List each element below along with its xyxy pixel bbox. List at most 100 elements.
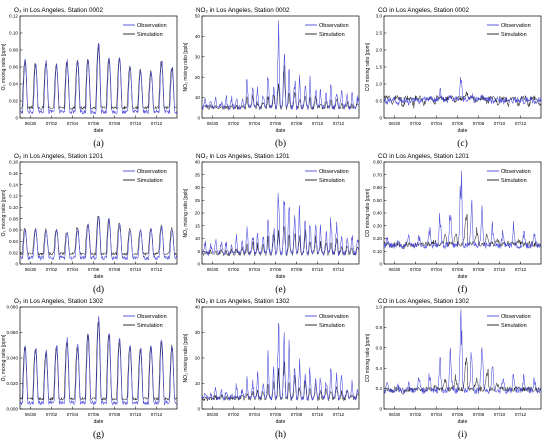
y-tick-label: 0.02 [9,99,18,104]
x-tick-label: 07/12 [333,267,345,272]
panel-9: CO in Los Angeles, Station 1302 0 0.2 0.4 0.… [365,298,542,440]
series-line-observation [20,216,177,261]
y-tick-label: 0.2 [376,386,383,391]
y-tick-label: 10 [195,381,201,386]
y-tick-label: 30 [195,54,201,59]
y-axis-label: O₃ mixing ratio [ppm] [1,189,7,236]
y-axis-label: NO₂ mixing ratio [ppb] [183,333,189,383]
x-tick-label: 07/10 [312,267,324,272]
x-tick-label: 07/08 [291,267,303,272]
panel-caption: (b) [275,138,286,149]
series-line-observation [202,20,359,111]
y-tick-label: 0.000 [7,407,19,412]
x-tick-label: 07/02 [46,412,58,417]
x-tick-label: 07/02 [228,121,240,126]
x-tick-label: 07/10 [130,267,142,272]
panel-title: CO in Los Angeles, Station 0002 [378,7,470,14]
x-axis-label: date [458,128,468,134]
y-tick-label: 35 [195,172,201,177]
x-tick-label: 07/02 [410,121,422,126]
x-tick-label: 07/08 [473,121,485,126]
y-tick-label: 0.80 [373,160,382,165]
series-line-observation [202,193,359,257]
y-tick-label: 0.060 [7,330,19,335]
x-axis-label: date [94,128,104,134]
y-tick-label: 0.6 [376,345,383,350]
x-tick-label: 07/10 [494,412,506,417]
series-line-simulation [384,214,541,250]
panel-title: O₃ in Los Angeles, Station 1302 [14,298,104,305]
x-tick-label: 07/02 [46,267,58,272]
legend-label-observation: Observation [501,169,531,175]
x-tick-label: 07/10 [312,412,324,417]
y-tick-label: 0.40 [373,211,382,216]
x-axis-label: date [276,419,286,425]
series-line-observation [20,316,177,406]
y-tick-label: 0.16 [9,171,18,176]
y-tick-label: 0.04 [9,82,18,87]
panel-caption: (a) [93,138,104,149]
y-tick-label: 0.20 [373,236,382,241]
y-axis-label: O₃ mixing ratio [ppm] [1,334,7,381]
panel-title: O₃ in Los Angeles, Station 0002 [14,7,104,14]
panel-6: CO in Los Angeles, Station 1201 0 0.10 0.20… [365,153,542,295]
y-tick-label: 0.02 [9,250,18,255]
y-tick-label: 0.10 [373,249,382,254]
y-tick-label: 0.10 [9,31,18,36]
legend-label-observation: Observation [319,314,349,320]
x-tick-label: 06/30 [389,267,401,272]
x-tick-label: 07/10 [494,267,506,272]
x-tick-label: 07/06 [270,267,282,272]
x-tick-label: 06/30 [207,412,219,417]
x-tick-label: 07/04 [431,412,443,417]
x-tick-label: 06/30 [25,412,37,417]
y-tick-label: 0.4 [376,366,383,371]
x-tick-label: 07/10 [130,121,142,126]
series-line-observation [20,43,177,115]
panel-title: NO₂ in Los Angeles, Station 0002 [196,7,290,14]
y-tick-label: 40 [195,34,201,39]
y-tick-label: 0.12 [9,14,18,19]
panel-8: NO₂ in Los Angeles, Station 1302 0 10 20 30 4… [183,298,360,440]
panel-4: O₃ in Los Angeles, Station 1201 0 0.02 0.04… [1,153,178,295]
y-tick-label: 30 [195,330,201,335]
x-tick-label: 07/04 [249,412,261,417]
x-tick-label: 07/02 [228,412,240,417]
x-tick-label: 07/08 [291,412,303,417]
y-tick-label: 20 [195,211,201,216]
legend-label-simulation: Simulation [137,32,163,38]
y-tick-label: 0.020 [7,381,19,386]
y-tick-label: 0.12 [9,194,18,199]
x-tick-label: 07/04 [431,267,443,272]
y-tick-label: 20 [195,75,201,80]
y-tick-label: 3.0 [376,14,383,19]
y-tick-label: 0.04 [9,239,18,244]
x-tick-label: 07/08 [291,121,303,126]
x-tick-label: 07/06 [270,412,282,417]
x-tick-label: 06/30 [207,267,219,272]
panel-caption: (i) [458,429,467,440]
x-tick-label: 06/30 [389,121,401,126]
y-tick-label: 0.60 [373,185,382,190]
series-line-observation [384,170,541,250]
y-tick-label: 10 [195,95,201,100]
panel-7: O₃ in Los Angeles, Station 1302 0.000 0.02… [1,298,178,440]
x-tick-label: 07/08 [109,267,121,272]
y-axis-label: NO₂ mixing ratio [ppb] [183,42,189,92]
x-tick-label: 07/04 [249,121,261,126]
y-tick-label: 0 [197,116,200,121]
panel-5: NO₂ in Los Angeles, Station 1201 0 5 10 15 20… [183,153,360,295]
y-tick-label: 0 [15,262,18,267]
y-tick-label: 0.14 [9,182,18,187]
x-tick-label: 06/30 [25,267,37,272]
legend-label-simulation: Simulation [319,178,345,184]
x-tick-label: 07/06 [270,121,282,126]
y-tick-label: 0.70 [373,172,382,177]
x-tick-label: 07/06 [452,121,464,126]
y-tick-label: 0.18 [9,160,18,165]
panel-3: CO in Los Angeles, Station 0002 0 0.5 1.0 1.… [365,7,542,149]
legend-label-simulation: Simulation [137,178,163,184]
y-tick-label: 1.0 [376,305,383,310]
x-tick-label: 07/12 [151,412,163,417]
